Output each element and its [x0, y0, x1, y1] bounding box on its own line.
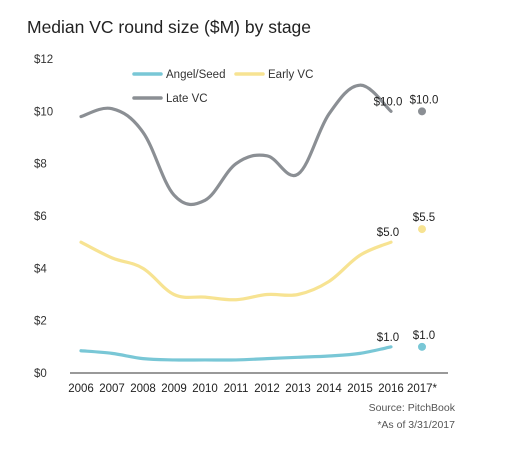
data-label-2017: $5.5: [413, 212, 435, 224]
point-2017-angel-seed: [418, 342, 426, 351]
x-tick-label: 2013: [285, 383, 311, 395]
data-label-2016: $1.0: [377, 332, 399, 344]
point-2017-early-vc: [418, 225, 426, 234]
y-tick-label: $6: [34, 211, 47, 223]
data-label-2016: $5.0: [377, 227, 399, 239]
x-tick-label: 2017*: [407, 383, 438, 395]
source-note: Source: PitchBook: [368, 402, 455, 414]
y-tick-label: $4: [34, 263, 47, 275]
point-2017-late-vc: [418, 107, 426, 116]
y-tick-label: $0: [34, 368, 47, 380]
series-line-early-vc: [79, 240, 393, 302]
series-line-late-vc: [79, 83, 393, 206]
y-tick-label: $12: [34, 54, 53, 66]
data-label-2017: $10.0: [410, 94, 439, 106]
x-tick-label: 2012: [254, 383, 280, 395]
x-tick-label: 2006: [68, 383, 94, 395]
x-tick-label: 2011: [224, 383, 249, 395]
y-tick-label: $8: [34, 159, 47, 171]
data-label-2017: $1.0: [413, 330, 435, 342]
legend-label-angel-seed: Angel/Seed: [166, 69, 225, 81]
x-tick-label: 2008: [130, 383, 156, 395]
date-footnote: *As of 3/31/2017: [377, 419, 455, 431]
chart-title: Median VC round size ($M) by stage: [27, 17, 312, 37]
series-line-angel-seed: [79, 345, 393, 362]
x-tick-label: 2007: [99, 383, 125, 395]
y-tick-label: $10: [34, 106, 53, 118]
data-label-2016: $10.0: [374, 96, 403, 108]
x-tick-label: 2015: [347, 383, 373, 395]
legend-label-late-vc: Late VC: [166, 93, 208, 105]
y-tick-label: $2: [34, 316, 47, 328]
x-tick-label: 2014: [316, 383, 342, 395]
x-tick-label: 2010: [192, 383, 218, 395]
x-tick-label: 2009: [161, 383, 187, 395]
legend-label-early-vc: Early VC: [268, 69, 313, 81]
x-tick-label: 2016: [378, 383, 404, 395]
